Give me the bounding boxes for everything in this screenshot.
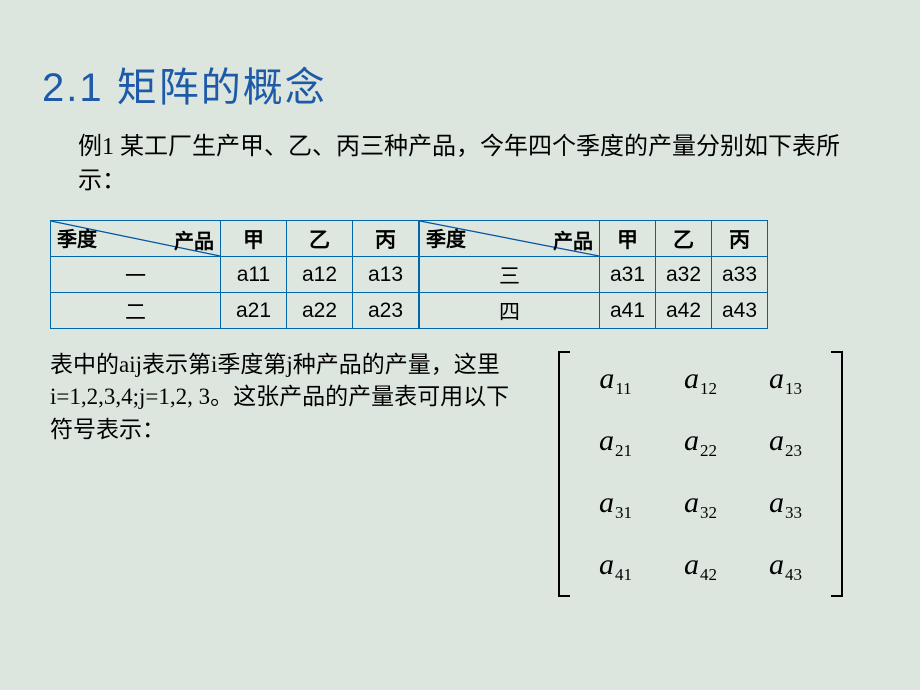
tables-container: 季度 产品 甲 乙 丙 一 a11 a12 a13 二 a21 a22 a23 … — [0, 198, 920, 329]
production-table-left: 季度 产品 甲 乙 丙 一 a11 a12 a13 二 a21 a22 a23 — [50, 220, 419, 329]
table-cell: a11 — [221, 257, 287, 293]
matrix-entry: a21 — [599, 424, 632, 461]
production-table-right: 季度 产品 甲 乙 丙 三 a31 a32 a33 四 a41 a42 a43 — [419, 220, 768, 329]
matrix-entry: a32 — [684, 486, 717, 523]
table-cell: a32 — [656, 257, 712, 293]
col-label: 甲 — [221, 221, 287, 257]
section-title: 2.1 矩阵的概念 — [0, 0, 920, 113]
matrix-entry: a23 — [769, 424, 802, 461]
diag-header-cell: 季度 产品 — [420, 221, 600, 257]
col-label: 丙 — [712, 221, 768, 257]
left-bracket-icon — [555, 349, 573, 599]
table-cell: a12 — [287, 257, 353, 293]
table-row: 一 a11 a12 a13 — [51, 257, 419, 293]
table-row: 三 a31 a32 a33 — [420, 257, 768, 293]
table-row: 二 a21 a22 a23 — [51, 293, 419, 329]
matrix-body: a11 a12 a13 a21 a22 a23 a31 a32 a33 a41 a42 a43 — [573, 349, 828, 599]
table-cell: a13 — [353, 257, 419, 293]
row-quarter: 二 — [51, 293, 221, 329]
table-row: 季度 产品 甲 乙 丙 — [420, 221, 768, 257]
col-label: 丙 — [353, 221, 419, 257]
row-quarter: 三 — [420, 257, 600, 293]
table-row: 季度 产品 甲 乙 丙 — [51, 221, 419, 257]
header-quarter-label: 季度 — [57, 223, 97, 252]
row-quarter: 四 — [420, 293, 600, 329]
table-row: 四 a41 a42 a43 — [420, 293, 768, 329]
header-product-label: 产品 — [553, 225, 593, 254]
row-quarter: 一 — [51, 257, 221, 293]
matrix-entry: a43 — [769, 548, 802, 585]
header-product-label: 产品 — [174, 225, 214, 254]
explain-text: 表中的aij表示第i季度第j种产品的产量，这里i=1,2,3,4;j=1,2, … — [50, 349, 530, 446]
matrix-entry: a42 — [684, 548, 717, 585]
matrix-entry: a41 — [599, 548, 632, 585]
table-cell: a41 — [600, 293, 656, 329]
matrix-entry: a13 — [769, 362, 802, 399]
col-label: 乙 — [656, 221, 712, 257]
table-cell: a22 — [287, 293, 353, 329]
matrix-notation: a11 a12 a13 a21 a22 a23 a31 a32 a33 a41 a42 a43 — [555, 349, 846, 599]
example-text: 例1 某工厂生产甲、乙、丙三种产品，今年四个季度的产量分别如下表所示： — [0, 113, 920, 198]
matrix-entry: a33 — [769, 486, 802, 523]
col-label: 乙 — [287, 221, 353, 257]
table-cell: a23 — [353, 293, 419, 329]
lower-section: 表中的aij表示第i季度第j种产品的产量，这里i=1,2,3,4;j=1,2, … — [0, 329, 920, 599]
right-bracket-icon — [828, 349, 846, 599]
diag-header-cell: 季度 产品 — [51, 221, 221, 257]
matrix-entry: a11 — [599, 362, 631, 399]
table-cell: a21 — [221, 293, 287, 329]
table-cell: a31 — [600, 257, 656, 293]
matrix-entry: a22 — [684, 424, 717, 461]
table-cell: a42 — [656, 293, 712, 329]
header-quarter-label: 季度 — [426, 223, 466, 252]
table-cell: a33 — [712, 257, 768, 293]
matrix-entry: a31 — [599, 486, 632, 523]
col-label: 甲 — [600, 221, 656, 257]
table-cell: a43 — [712, 293, 768, 329]
matrix-entry: a12 — [684, 362, 717, 399]
